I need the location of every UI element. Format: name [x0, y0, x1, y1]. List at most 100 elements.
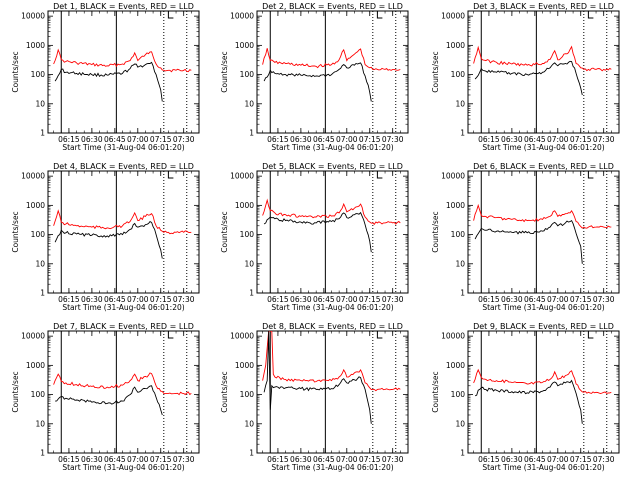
bracket-marker	[376, 11, 383, 19]
x-tick-label: 07:00	[547, 135, 569, 144]
x-tick-label: 06:15	[58, 295, 80, 304]
series-line-events	[54, 221, 163, 259]
x-tick-label: 07:00	[127, 455, 149, 464]
x-tick-label: 07:15	[570, 455, 592, 464]
y-tick-label: 10000	[21, 332, 45, 341]
x-axis-label: Start Time (31-Aug-04 06:01:20)	[482, 463, 604, 472]
x-axis-label: Start Time (31-Aug-04 06:01:20)	[482, 303, 604, 312]
series-line-events	[474, 379, 583, 424]
y-tick-label: 100	[451, 390, 466, 399]
plot-frame	[47, 10, 200, 134]
x-tick-label: 07:30	[382, 295, 404, 304]
y-tick-label: 10	[455, 99, 465, 108]
chart-title: Det 9, BLACK = Events, RED = LLD	[473, 322, 614, 331]
y-tick-label: 1	[40, 129, 45, 138]
series-line-events	[474, 219, 583, 264]
chart-title: Det 5, BLACK = Events, RED = LLD	[262, 162, 403, 171]
plot-frame	[467, 330, 620, 454]
y-tick-label: 10000	[21, 172, 45, 181]
bracket-marker	[587, 331, 594, 339]
x-tick-label: 06:15	[58, 455, 80, 464]
x-tick-label: 07:00	[547, 455, 569, 464]
x-tick-label: 07:30	[593, 455, 615, 464]
x-axis-label: Start Time (31-Aug-04 06:01:20)	[62, 463, 184, 472]
y-axis-label: Counts/sec	[220, 51, 229, 92]
chart-panel-6: Det 6, BLACK = Events, RED = LLD 1 10 100 10…	[431, 162, 620, 312]
x-axis-label: Start Time (31-Aug-04 06:01:20)	[271, 303, 393, 312]
x-tick-label: 06:30	[81, 455, 103, 464]
x-tick-label: 07:00	[127, 135, 149, 144]
y-tick-label: 1000	[446, 361, 465, 370]
y-axis-label: Counts/sec	[11, 371, 20, 412]
y-tick-label: 1000	[235, 361, 254, 370]
x-tick-label: 06:45	[313, 295, 335, 304]
x-tick-label: 07:15	[359, 135, 381, 144]
x-tick-label: 07:30	[173, 135, 195, 144]
x-tick-label: 07:15	[150, 455, 172, 464]
y-tick-label: 10	[455, 419, 465, 428]
chart-panel-9: Det 9, BLACK = Events, RED = LLD 1 10 100 10…	[431, 322, 620, 472]
x-tick-label: 06:15	[478, 295, 500, 304]
bracket-marker	[587, 171, 594, 179]
y-tick-label: 1000	[26, 41, 45, 50]
series-line-events	[474, 60, 583, 96]
y-tick-label: 1	[40, 449, 45, 458]
chart-panel-5: Det 5, BLACK = Events, RED = LLD 1 10 100 10…	[220, 162, 409, 312]
y-tick-label: 100	[31, 390, 46, 399]
series-line-events	[54, 61, 163, 102]
bracket-marker	[587, 11, 594, 19]
y-tick-label: 10000	[230, 12, 254, 21]
chart-title: Det 8, BLACK = Events, RED = LLD	[262, 322, 403, 331]
x-tick-label: 07:00	[336, 455, 358, 464]
x-tick-label: 07:00	[336, 135, 358, 144]
y-tick-label: 10	[244, 259, 254, 268]
series-line-events	[55, 385, 163, 416]
y-tick-label: 1000	[235, 41, 254, 50]
y-tick-label: 10000	[441, 332, 465, 341]
x-axis-label: Start Time (31-Aug-04 06:01:20)	[271, 463, 393, 472]
x-tick-label: 07:30	[382, 135, 404, 144]
y-tick-label: 1000	[26, 201, 45, 210]
series-line-events	[263, 62, 372, 102]
x-tick-label: 06:15	[58, 135, 80, 144]
x-axis-label: Start Time (31-Aug-04 06:01:20)	[62, 143, 184, 152]
y-axis-label: Counts/sec	[11, 51, 20, 92]
chart-title: Det 6, BLACK = Events, RED = LLD	[473, 162, 614, 171]
y-tick-label: 10	[35, 419, 45, 428]
y-tick-label: 1	[249, 129, 254, 138]
x-tick-label: 06:30	[501, 295, 523, 304]
x-tick-label: 06:30	[81, 295, 103, 304]
x-tick-label: 06:45	[313, 135, 335, 144]
x-tick-label: 06:45	[524, 135, 546, 144]
chart-title: Det 4, BLACK = Events, RED = LLD	[53, 162, 194, 171]
x-tick-label: 07:00	[336, 295, 358, 304]
series-line-lld	[262, 48, 401, 71]
y-tick-label: 10	[244, 419, 254, 428]
y-tick-label: 1	[460, 129, 465, 138]
plot-frame	[256, 330, 409, 454]
chart-title: Det 1, BLACK = Events, RED = LLD	[53, 2, 194, 11]
plot-frame	[47, 330, 200, 454]
chart-title: Det 2, BLACK = Events, RED = LLD	[262, 2, 403, 11]
y-tick-label: 10000	[441, 172, 465, 181]
y-axis-label: Counts/sec	[220, 371, 229, 412]
x-tick-label: 07:15	[570, 295, 592, 304]
bracket-marker	[167, 11, 174, 19]
x-tick-label: 06:15	[267, 135, 289, 144]
y-axis-label: Counts/sec	[431, 211, 440, 252]
x-tick-label: 06:30	[501, 455, 523, 464]
x-tick-label: 06:30	[290, 135, 312, 144]
x-tick-label: 06:15	[267, 295, 289, 304]
x-tick-label: 07:15	[570, 135, 592, 144]
x-tick-label: 07:30	[593, 295, 615, 304]
y-tick-label: 1000	[235, 201, 254, 210]
y-axis-label: Counts/sec	[11, 211, 20, 252]
bracket-marker	[376, 171, 383, 179]
series-line-lld	[53, 48, 192, 73]
y-tick-label: 1	[249, 289, 254, 298]
y-axis-label: Counts/sec	[220, 211, 229, 252]
x-tick-label: 07:00	[547, 295, 569, 304]
y-tick-label: 10000	[441, 12, 465, 21]
y-tick-label: 100	[240, 390, 255, 399]
